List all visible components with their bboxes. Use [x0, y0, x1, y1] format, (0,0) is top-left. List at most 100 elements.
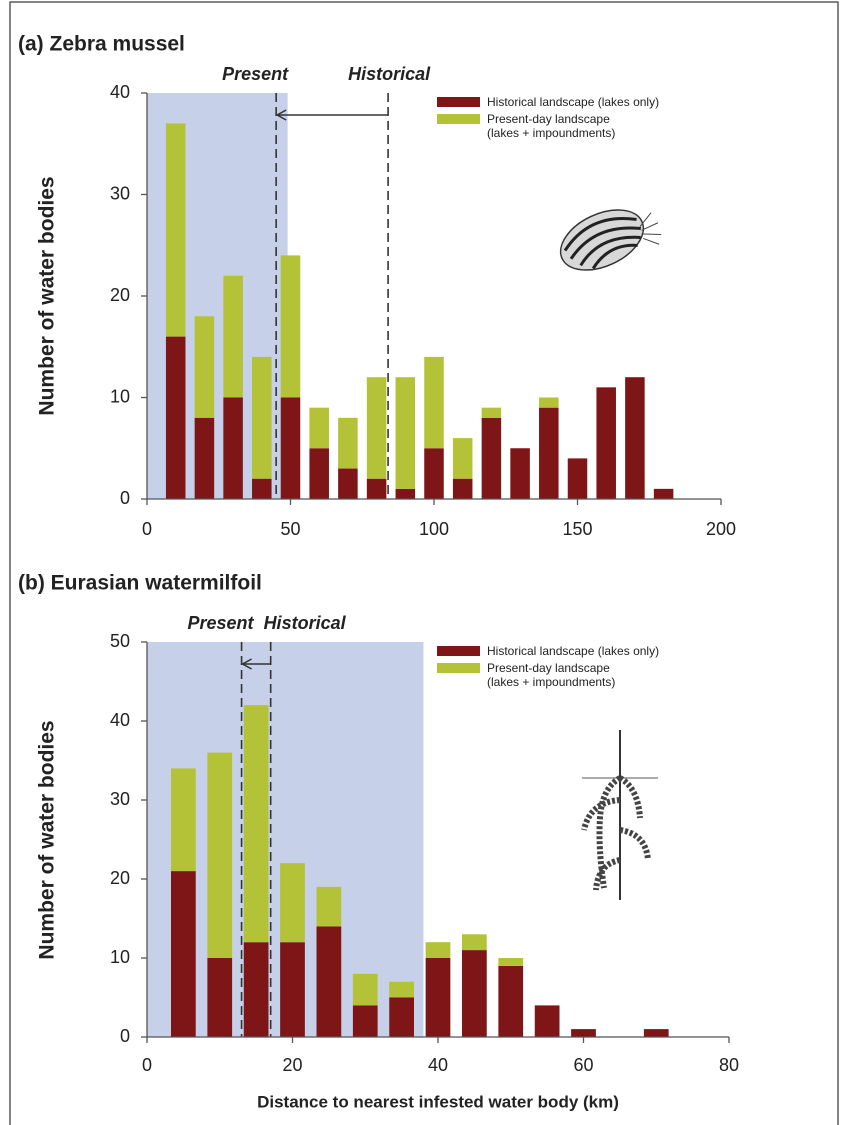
y-tick-label: 50 [110, 631, 130, 651]
bar-segment [252, 357, 272, 479]
page: (a) Zebra mussel Present Historical 0 10 20 30… [0, 0, 841, 1125]
bar-segment [207, 958, 232, 1037]
bar-segment [644, 1029, 669, 1037]
bar-segment [426, 958, 451, 1037]
marker-label: Present [188, 613, 255, 633]
bar-segment [353, 1005, 378, 1037]
y-tick-label: 30 [110, 789, 130, 809]
bar-segment [462, 950, 487, 1037]
bar-segment [280, 942, 305, 1037]
y-tick-label: 0 [120, 1026, 130, 1046]
y-tick-label: 10 [110, 386, 130, 406]
x-tick-label: 0 [142, 519, 152, 539]
milfoil-icon [582, 730, 658, 900]
bar-segment [317, 887, 342, 927]
bar-segment [424, 448, 444, 499]
bar-segment [171, 768, 196, 871]
bar-segment [207, 753, 232, 958]
y-axis-label: Number of water bodies [36, 720, 59, 959]
y-tick-label: 40 [110, 710, 130, 730]
bar-segment [195, 316, 215, 418]
legend-label: Present-day landscape (lakes + impoundme… [487, 112, 615, 140]
y-tick-label: 20 [110, 285, 130, 305]
legend-swatch [437, 663, 480, 673]
bar-segment [535, 1005, 560, 1037]
legend-swatch [437, 97, 480, 107]
x-tick-label: 150 [562, 519, 592, 539]
bar-segment [654, 489, 674, 499]
bar-segment [539, 398, 559, 408]
legend: Historical landscape (lakes only) Present… [437, 95, 659, 143]
x-tick-label: 50 [280, 519, 300, 539]
y-axis-label: Number of water bodies [36, 176, 59, 415]
y-tick-label: 30 [110, 183, 130, 203]
marker-label: Present [222, 64, 289, 84]
bar-segment [462, 934, 487, 950]
legend-swatch [437, 114, 480, 124]
bar-segment [568, 458, 588, 499]
bar-segment [353, 974, 378, 1006]
bar-segment [367, 377, 387, 479]
x-tick-label: 20 [282, 1055, 302, 1075]
bar-segment [309, 448, 329, 499]
bar-segment [389, 998, 414, 1038]
x-tick-label: 80 [719, 1055, 739, 1075]
x-tick-label: 40 [428, 1055, 448, 1075]
legend-label: Present-day landscape (lakes + impoundme… [487, 661, 615, 689]
bar-segment [389, 982, 414, 998]
bar-segment [367, 479, 387, 499]
bar-segment [482, 418, 502, 499]
bar-segment [539, 408, 559, 499]
bar-segment [498, 958, 523, 966]
figure: (a) Zebra mussel Present Historical 0 10 20 30… [0, 0, 841, 1125]
legend-label: Historical landscape (lakes only) [487, 95, 659, 109]
bar-segment [244, 705, 269, 942]
legend: Historical landscape (lakes only) Present… [437, 644, 659, 692]
y-tick-label: 10 [110, 947, 130, 967]
legend-entry: Historical landscape (lakes only) [437, 95, 659, 109]
y-tick-label: 40 [110, 82, 130, 102]
bar-segment [223, 276, 243, 398]
x-tick-label: 60 [573, 1055, 593, 1075]
bar-segment [244, 942, 269, 1037]
x-tick-label: 0 [142, 1055, 152, 1075]
bar-segment [396, 489, 416, 499]
panel-title: (b) Eurasian watermilfoil [18, 572, 262, 595]
legend-entry: Historical landscape (lakes only) [437, 644, 659, 658]
bar-segment [281, 398, 301, 500]
marker-label: Historical [348, 64, 431, 84]
bar-segment [453, 438, 473, 479]
x-axis-label: Distance to nearest infested water body … [257, 1092, 619, 1111]
x-tick-label: 200 [706, 519, 736, 539]
bar-segment [453, 479, 473, 499]
bar-segment [482, 408, 502, 418]
y-tick-label: 20 [110, 868, 130, 888]
legend-entry: Present-day landscape (lakes + impoundme… [437, 661, 659, 689]
bar-segment [195, 418, 215, 499]
bar-segment [309, 408, 329, 449]
bar-segment [281, 255, 301, 397]
bar-segment [396, 377, 416, 489]
marker-label: Historical [264, 613, 347, 633]
x-tick-label: 100 [419, 519, 449, 539]
bar-segment [596, 387, 616, 499]
legend-label: Historical landscape (lakes only) [487, 644, 659, 658]
bar-segment [426, 942, 451, 958]
frame [10, 2, 838, 1125]
bar-segment [223, 398, 243, 500]
bar-segment [317, 926, 342, 1037]
bar-segment [252, 479, 272, 499]
bar-segment [166, 337, 186, 499]
bar-segment [280, 863, 305, 942]
bar-segment [571, 1029, 596, 1037]
legend-entry: Present-day landscape (lakes + impoundme… [437, 112, 659, 140]
panel-title: (a) Zebra mussel [18, 33, 185, 56]
bar-segment [424, 357, 444, 448]
mussel-icon [551, 192, 666, 284]
legend-swatch [437, 646, 480, 656]
bar-segment [171, 871, 196, 1037]
y-tick-label: 0 [120, 488, 130, 508]
bar-segment [498, 966, 523, 1037]
bar-segment [166, 123, 186, 336]
bar-segment [338, 469, 358, 499]
